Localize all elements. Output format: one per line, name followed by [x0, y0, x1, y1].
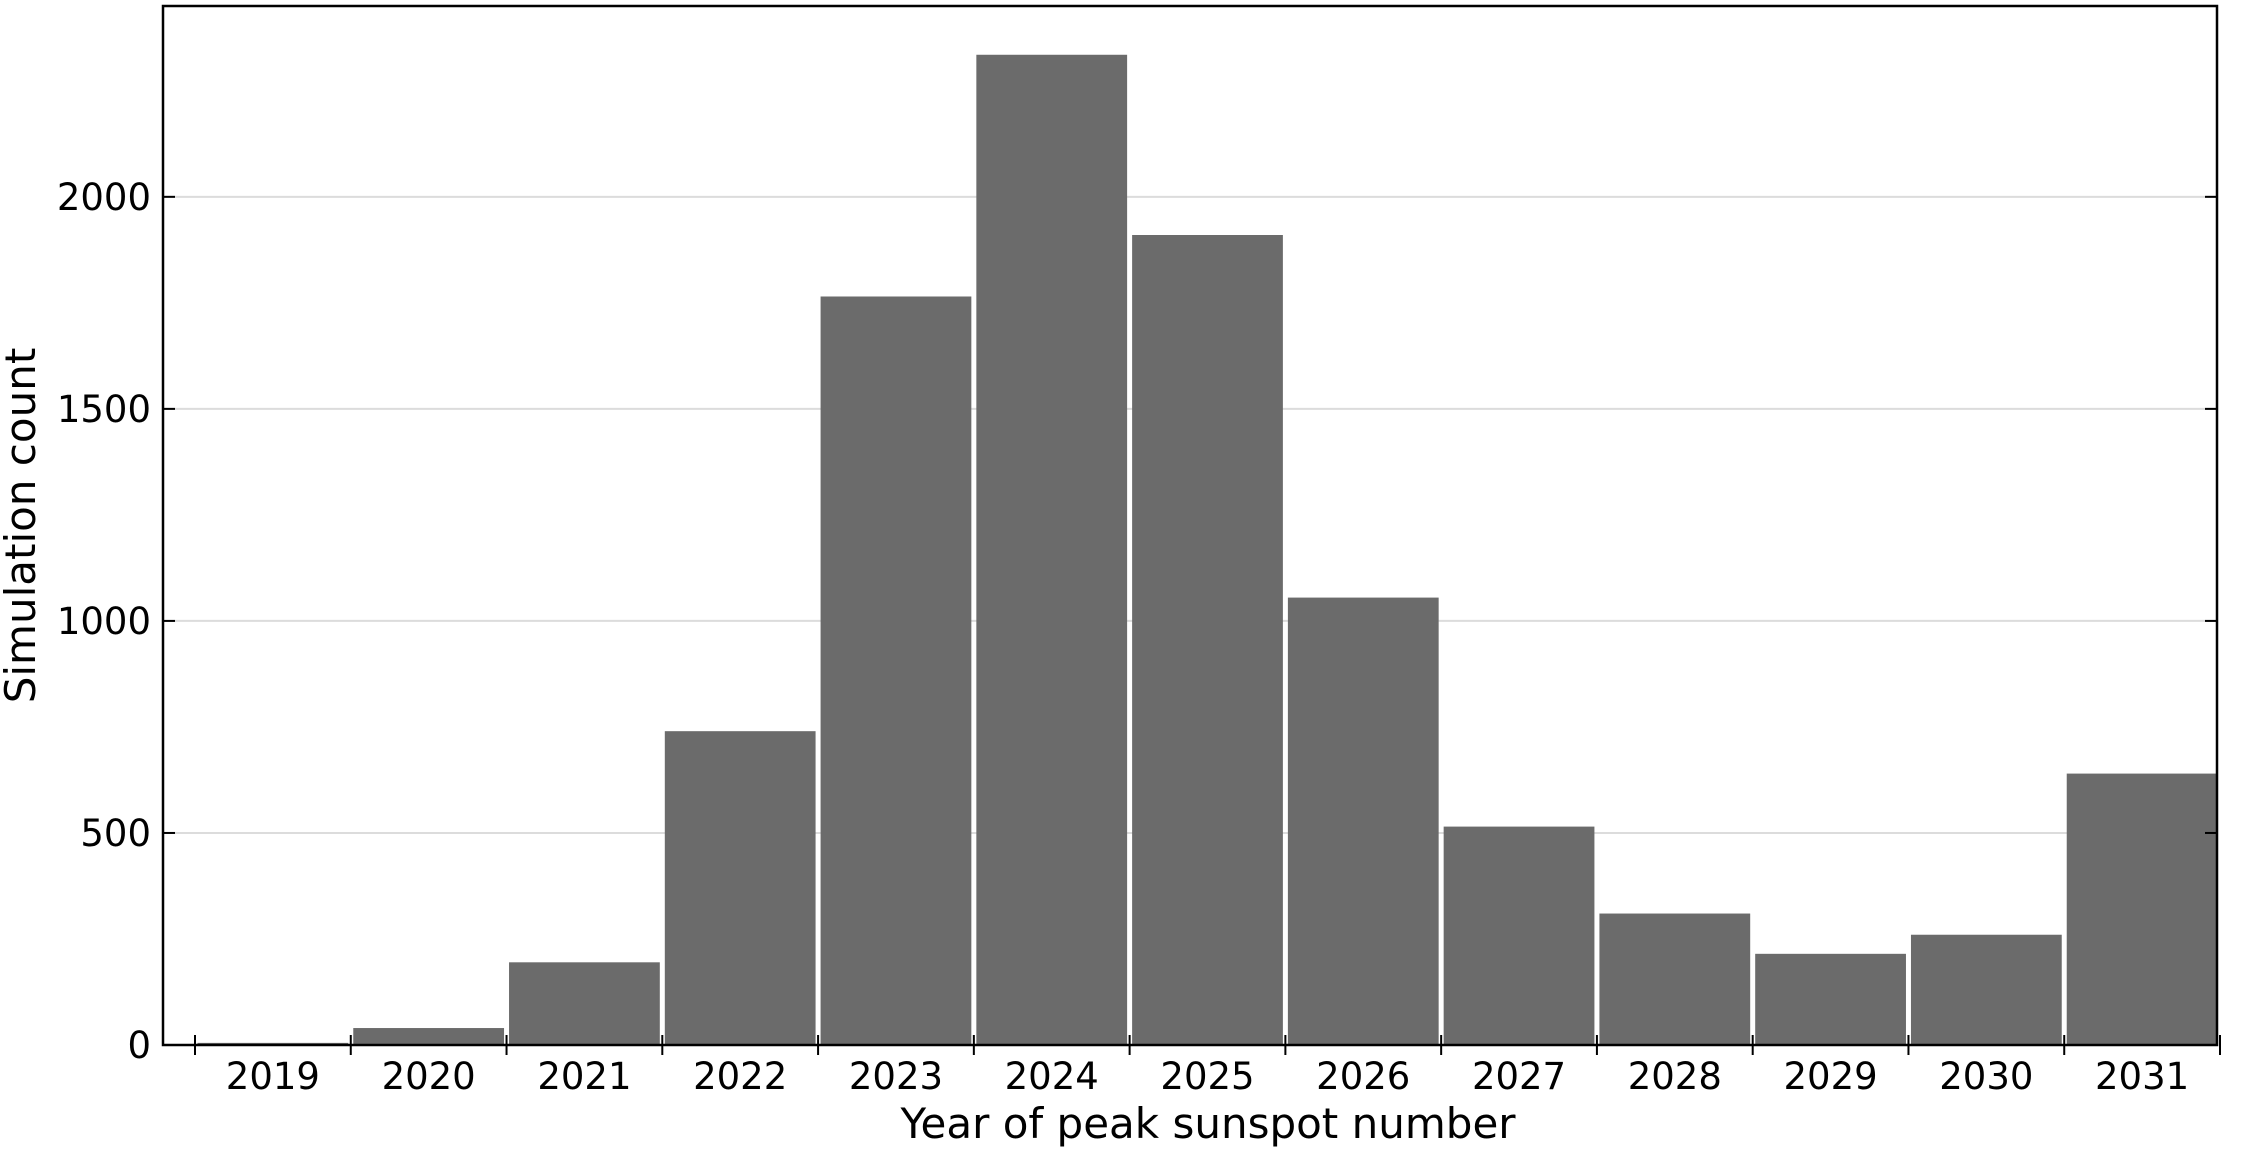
y-tick-label: 1500 [57, 388, 151, 431]
bar-2020 [353, 1028, 505, 1045]
bar-2027 [1443, 826, 1595, 1045]
x-tick-labels: 2019 2020 2021 2022 2023 2024 2025 2026 2027 2028… [226, 1055, 2189, 1098]
y-axis-label: Simulation count [0, 348, 45, 704]
bar-2022 [664, 731, 816, 1045]
bar-2028 [1599, 913, 1751, 1045]
x-tick-label: 2029 [1783, 1055, 1877, 1098]
y-tick-label: 0 [127, 1024, 151, 1067]
plot-frame [161, 4, 2219, 1047]
y-tick-label: 500 [80, 812, 151, 855]
x-tick-label: 2021 [537, 1055, 631, 1098]
bar-2023 [820, 296, 972, 1045]
x-tick-label: 2022 [693, 1055, 787, 1098]
y-tick-labels: 0 500 1000 1500 2000 [57, 176, 151, 1067]
bar-2029 [1755, 953, 1906, 1045]
x-tick-label: 2019 [226, 1055, 320, 1098]
x-tick-label: 2030 [1939, 1055, 2033, 1098]
y-tick-label: 2000 [57, 176, 151, 219]
y-tick-label: 1000 [57, 600, 151, 643]
axis-ticks [163, 195, 2221, 1055]
bar-2021 [509, 962, 660, 1045]
x-tick-label: 2023 [849, 1055, 943, 1098]
x-axis-label: Year of peak sunspot number [899, 1099, 1516, 1148]
x-tick-label: 2024 [1005, 1055, 1099, 1098]
x-tick-label: 2020 [382, 1055, 476, 1098]
bar-2031 [2066, 773, 2218, 1045]
bar-2025 [1132, 235, 1283, 1045]
x-tick-label: 2025 [1160, 1055, 1254, 1098]
x-tick-label: 2031 [2095, 1055, 2189, 1098]
x-tick-label: 2027 [1472, 1055, 1566, 1098]
x-tick-label: 2028 [1628, 1055, 1722, 1098]
bars [197, 54, 2218, 1045]
bar-2030 [1910, 934, 2062, 1045]
bar-2026 [1287, 597, 1439, 1045]
x-tick-label: 2026 [1316, 1055, 1410, 1098]
bar-2024 [976, 54, 1128, 1045]
